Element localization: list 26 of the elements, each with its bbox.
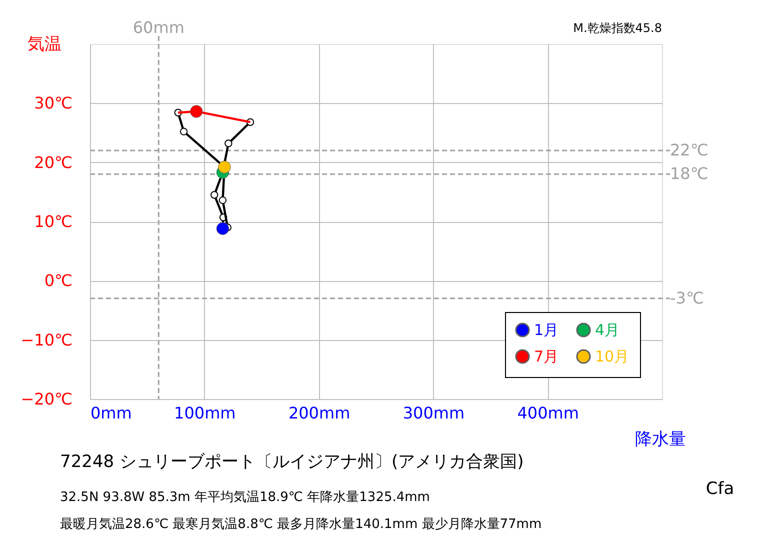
y-tick-label: 10℃ bbox=[34, 212, 72, 231]
ref-line-label: 60mm bbox=[132, 18, 184, 37]
y-tick-label: −10℃ bbox=[20, 330, 72, 350]
ref-line-label: -3℃ bbox=[670, 288, 704, 308]
x-tick-label: 200mm bbox=[288, 404, 350, 422]
y-axis-title: 気温 bbox=[28, 34, 62, 54]
x-axis-title: 降水量 bbox=[635, 430, 686, 450]
legend-label: 4月 bbox=[595, 320, 620, 339]
y-tick-label: 0℃ bbox=[44, 271, 72, 290]
y-tick-label: −20℃ bbox=[20, 390, 72, 408]
y-tick-label: 20℃ bbox=[34, 152, 72, 172]
legend-label: 7月 bbox=[534, 348, 559, 366]
legend-label: 10月 bbox=[595, 348, 630, 366]
x-tick-label: 400mm bbox=[517, 404, 579, 422]
x-tick-label: 100mm bbox=[174, 404, 236, 422]
ref-line-label: 22℃ bbox=[670, 140, 708, 160]
ref-line-label: 18℃ bbox=[670, 164, 708, 184]
text: 72248 シュリーブポート〔ルイジアナ州〕(アメリカ合衆国) bbox=[60, 452, 524, 472]
x-tick-label: 0mm bbox=[90, 404, 132, 422]
text: 最暖月気温28.6℃ 最寒月気温8.8℃ 最多月降水量140.1mm 最少月降水量77mm bbox=[60, 516, 542, 532]
text: 32.5N 93.8W 85.3m 年平均気温18.9℃ 年降水量1325.4mm bbox=[60, 490, 430, 505]
text: M.乾燥指数45.8 bbox=[573, 21, 662, 35]
x-tick-label: 300mm bbox=[402, 404, 465, 422]
y-tick-label: 30℃ bbox=[34, 94, 72, 113]
text: Cfa bbox=[706, 479, 734, 499]
legend-label: 1月 bbox=[534, 320, 559, 339]
